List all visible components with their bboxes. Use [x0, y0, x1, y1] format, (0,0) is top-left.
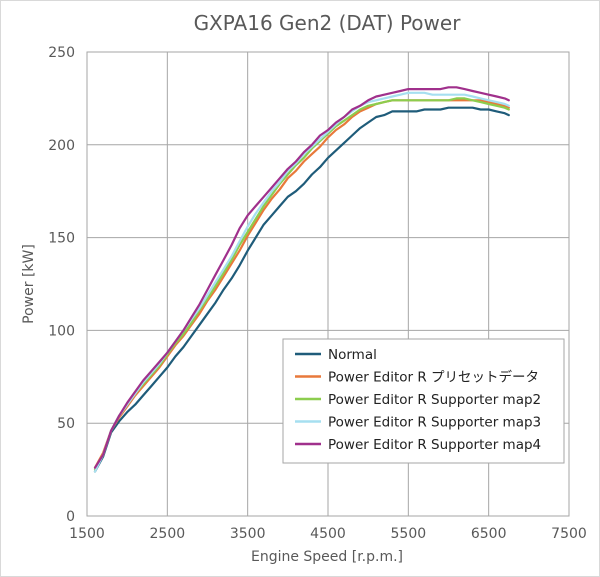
legend-label-4: Power Editor R Supporter map3	[328, 415, 541, 431]
legend-label-1: Normal	[328, 347, 377, 363]
x-tick-label: 5500	[391, 526, 427, 542]
y-tick-label: 200	[48, 138, 75, 154]
x-axis-label: Engine Speed [r.p.m.]	[251, 549, 403, 565]
x-tick-label: 3500	[230, 526, 266, 542]
x-tick-label: 6500	[471, 526, 507, 542]
legend-label-2: Power Editor R プリセットデータ	[328, 369, 539, 386]
series-line-1	[93, 106, 510, 473]
x-tick-label: 1500	[69, 526, 105, 542]
legend: Normal Power Editor R プリセットデータ Power Edito…	[282, 338, 565, 464]
y-tick-label: 0	[66, 509, 75, 525]
chart-title: GXPA16 Gen2 (DAT) Power	[194, 11, 462, 35]
legend-box	[282, 338, 565, 464]
tick-labels: 1500 2500 3500 4500 5500 6500 7500 0 50 100 150 200…	[48, 45, 587, 542]
x-tick-label: 2500	[150, 526, 186, 542]
legend-label-5: Power Editor R Supporter map4	[328, 437, 541, 453]
y-tick-label: 150	[48, 231, 75, 247]
x-tick-label: 4500	[310, 526, 346, 542]
y-tick-label: 50	[57, 416, 75, 432]
legend-label-3: Power Editor R Supporter map2	[328, 392, 541, 408]
x-tick-label: 7500	[551, 526, 587, 542]
y-tick-label: 100	[48, 323, 75, 339]
series-layer	[93, 86, 510, 473]
plot-border	[86, 51, 570, 517]
series-line-5	[93, 86, 510, 469]
y-tick-label: 250	[48, 45, 75, 61]
y-axis-label: Power [kW]	[21, 244, 37, 324]
